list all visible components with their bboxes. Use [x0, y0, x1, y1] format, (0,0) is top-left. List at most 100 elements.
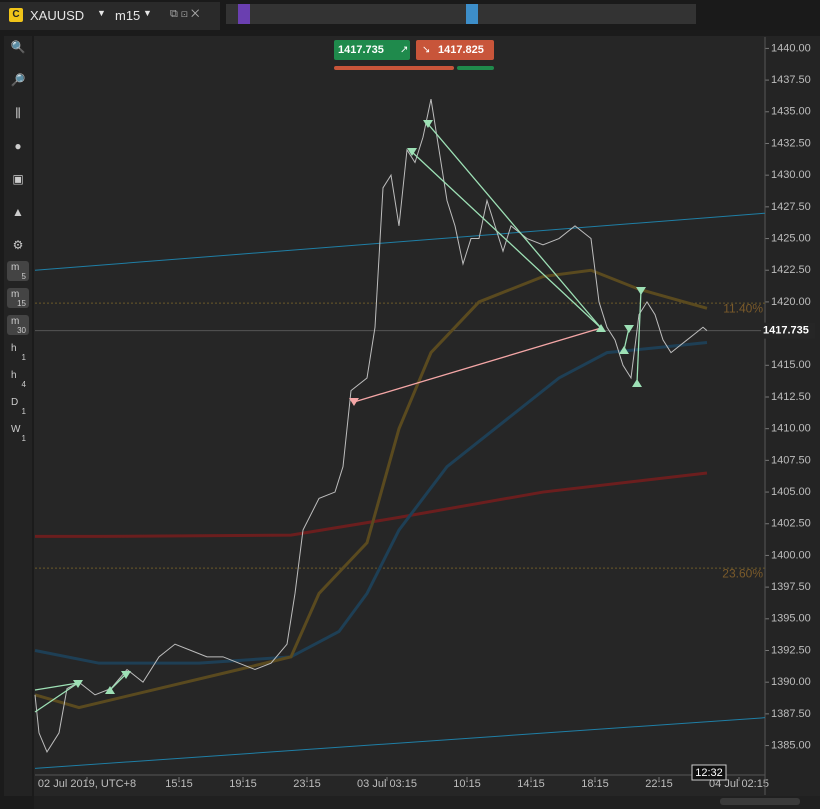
- tool-button[interactable]: 🔎: [10, 73, 26, 87]
- x-tick-label: 15:15: [165, 778, 193, 790]
- symbol-icon: C: [9, 8, 23, 22]
- clock-box: [691, 764, 727, 781]
- timeframe-dropdown[interactable]: ▼: [143, 8, 152, 18]
- trade-line: [34, 682, 79, 713]
- price-axis: [766, 36, 820, 796]
- fib-label: 23.60%: [722, 566, 763, 580]
- timeframe[interactable]: m15: [115, 8, 141, 23]
- bid-price[interactable]: 1417.735: [338, 44, 384, 56]
- timeframe-button[interactable]: m 30: [7, 315, 29, 335]
- trade-markers: [34, 120, 646, 713]
- y-tick-label: 1392.50: [771, 644, 811, 656]
- tool-button[interactable]: ⫼: [15, 106, 21, 120]
- indicator-line: [35, 471, 708, 538]
- indicator-line: [34, 340, 708, 665]
- y-tick-label: 1435.00: [771, 106, 811, 118]
- trade-arrow: [73, 680, 83, 688]
- ask-button[interactable]: [416, 40, 494, 60]
- tool-button[interactable]: ●: [14, 139, 22, 153]
- y-tick-label: 1397.50: [771, 581, 811, 593]
- y-tick-label: 1427.50: [771, 201, 811, 213]
- trade-line: [636, 289, 642, 384]
- y-tick-label: 1387.50: [771, 708, 811, 720]
- tab-icons[interactable]: ⧉ ⊡ ✕: [170, 8, 200, 20]
- x-tick-label: 04 Jul 02:15: [709, 778, 769, 790]
- y-tick-label: 1410.00: [771, 423, 811, 435]
- trade-arrow: [596, 324, 606, 332]
- tf-count: 1: [21, 434, 26, 443]
- x-tick-label: 03 Jul 03:15: [357, 778, 417, 790]
- bid-arrow: ↗: [400, 45, 408, 56]
- tf-unit: D: [11, 397, 19, 408]
- bid-button[interactable]: [334, 40, 410, 60]
- scrollbar: [720, 798, 800, 805]
- tf-unit: h: [11, 343, 17, 354]
- tool-button[interactable]: ⚙: [12, 238, 24, 252]
- x-tick-label: 18:15: [581, 778, 609, 790]
- x-tick-label: 23:15: [293, 778, 321, 790]
- y-tick-label: 1412.50: [771, 391, 811, 403]
- x-tick-label: 02 Jul 2019, UTC+8: [38, 778, 136, 790]
- trade-arrow: [121, 671, 131, 679]
- indicator-line: [34, 717, 766, 769]
- y-tick-label: 1440.00: [771, 42, 811, 54]
- trade-line: [427, 123, 602, 329]
- price-line: [34, 99, 708, 753]
- tf-unit: h: [11, 370, 17, 381]
- ask-price[interactable]: 1417.825: [438, 44, 484, 56]
- tf-count: 15: [17, 299, 26, 308]
- x-tick-label: 10:15: [453, 778, 481, 790]
- chart-tab[interactable]: C XAUUSD ▼ m15 ▼ ⧉ ⊡ ✕: [0, 2, 220, 30]
- indicator-line: [34, 212, 766, 271]
- last-price-box: [761, 322, 815, 339]
- tf-unit: m: [11, 289, 20, 300]
- sentiment-bar: [457, 66, 494, 70]
- trade-arrow: [624, 325, 634, 333]
- trade-arrow: [632, 379, 642, 387]
- symbol-name[interactable]: XAUUSD: [30, 8, 85, 23]
- clock: 12:32: [695, 767, 723, 779]
- tool-button[interactable]: ▣: [12, 172, 24, 186]
- tab-icon: [238, 4, 250, 24]
- trade-arrow: [619, 346, 629, 354]
- y-tick-label: 1425.00: [771, 232, 811, 244]
- y-tick-label: 1420.00: [771, 296, 811, 308]
- plot-area: [34, 36, 766, 796]
- y-tick-label: 1430.00: [771, 169, 811, 181]
- trade-arrow: [349, 398, 359, 406]
- bottom-bar: [34, 796, 820, 809]
- tab-icon: [466, 4, 478, 24]
- y-tick-label: 1407.50: [771, 454, 811, 466]
- trade-line: [411, 151, 602, 329]
- tf-count: 4: [21, 380, 26, 389]
- tool-button[interactable]: ▲: [12, 205, 24, 219]
- y-tick-label: 1422.50: [771, 264, 811, 276]
- tool-button[interactable]: 🔍: [10, 40, 26, 54]
- y-tick-label: 1405.00: [771, 486, 811, 498]
- y-tick-label: 1432.50: [771, 137, 811, 149]
- trade-arrow: [636, 287, 646, 295]
- y-tick-label: 1437.50: [771, 74, 811, 86]
- tf-count: 30: [17, 326, 26, 335]
- tf-unit: m: [11, 316, 20, 327]
- timeframe-button[interactable]: m 15: [7, 288, 29, 308]
- tf-count: 1: [21, 407, 26, 416]
- y-tick-label: 1385.00: [771, 739, 811, 751]
- symbol-dropdown[interactable]: ▼: [97, 8, 106, 18]
- sentiment-bar: [334, 66, 454, 70]
- x-tick-label: 14:15: [517, 778, 545, 790]
- trade-arrow: [105, 686, 115, 694]
- other-tabs: [226, 4, 696, 24]
- y-tick-label: 1402.50: [771, 518, 811, 530]
- x-tick-label: 22:15: [645, 778, 673, 790]
- tf-count: 1: [21, 353, 26, 362]
- trade-line: [109, 673, 127, 691]
- y-tick-label: 1395.00: [771, 613, 811, 625]
